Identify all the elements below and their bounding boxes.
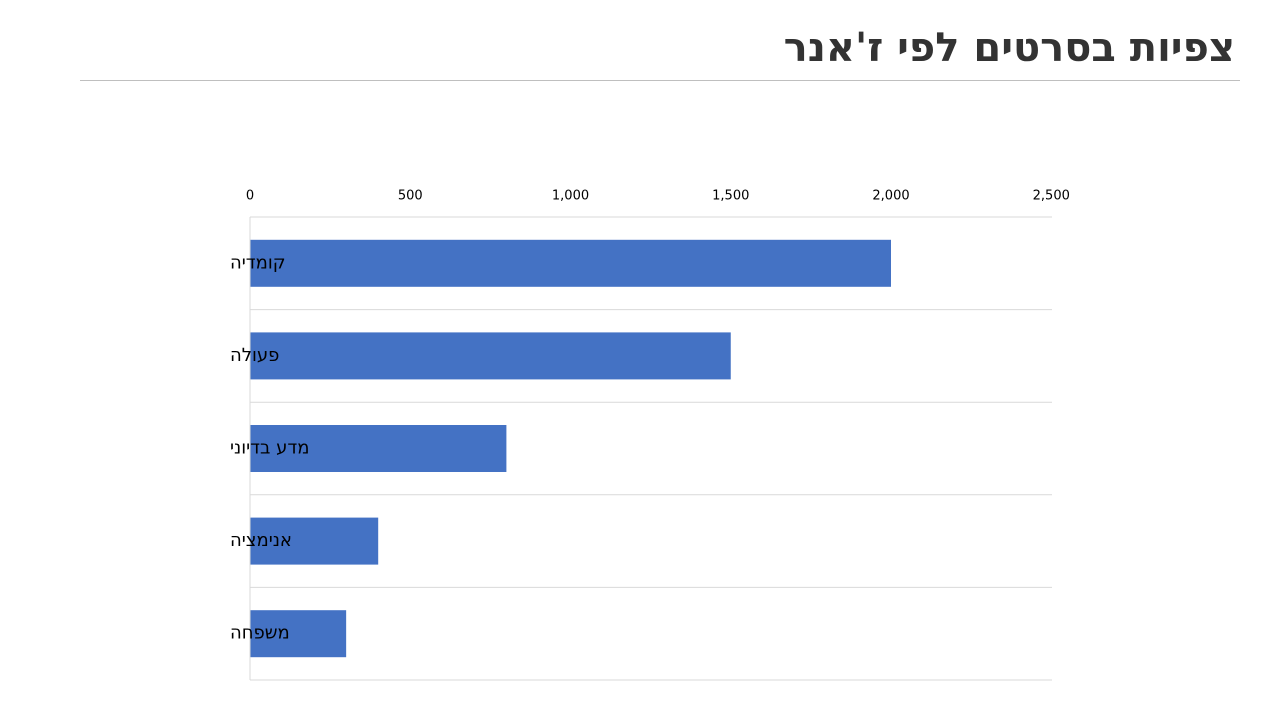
- bar: [250, 239, 891, 287]
- category-label: אנימציה: [230, 530, 292, 551]
- bar: [250, 332, 731, 380]
- x-tick-label: 2,500: [1033, 189, 1070, 204]
- bar: [250, 517, 379, 565]
- chart-bars: [250, 239, 891, 658]
- bar: [250, 425, 507, 472]
- x-tick-label: 2,000: [872, 189, 909, 204]
- x-axis-ticks: 0 500 1,000 1,500 2,000 2,500: [246, 189, 1070, 204]
- category-label: מדע בדיוני: [230, 438, 309, 459]
- slide-title: צפיות בסרטים לפי ז'אנר: [783, 25, 1235, 71]
- x-tick-label: 1,500: [712, 189, 749, 204]
- bar: [250, 610, 347, 658]
- category-label: קומדיה: [230, 252, 286, 273]
- title-divider: [80, 80, 1240, 81]
- x-tick-label: 500: [398, 189, 423, 204]
- category-labels: קומדיה פעולה מדע בדיוני אנימציה משפחה: [230, 252, 309, 643]
- x-tick-label: 1,000: [552, 189, 589, 204]
- x-tick-label: 0: [246, 189, 254, 204]
- category-label: משפחה: [230, 623, 290, 644]
- category-label: פעולה: [230, 345, 279, 366]
- chart-gridlines: [249, 216, 1052, 681]
